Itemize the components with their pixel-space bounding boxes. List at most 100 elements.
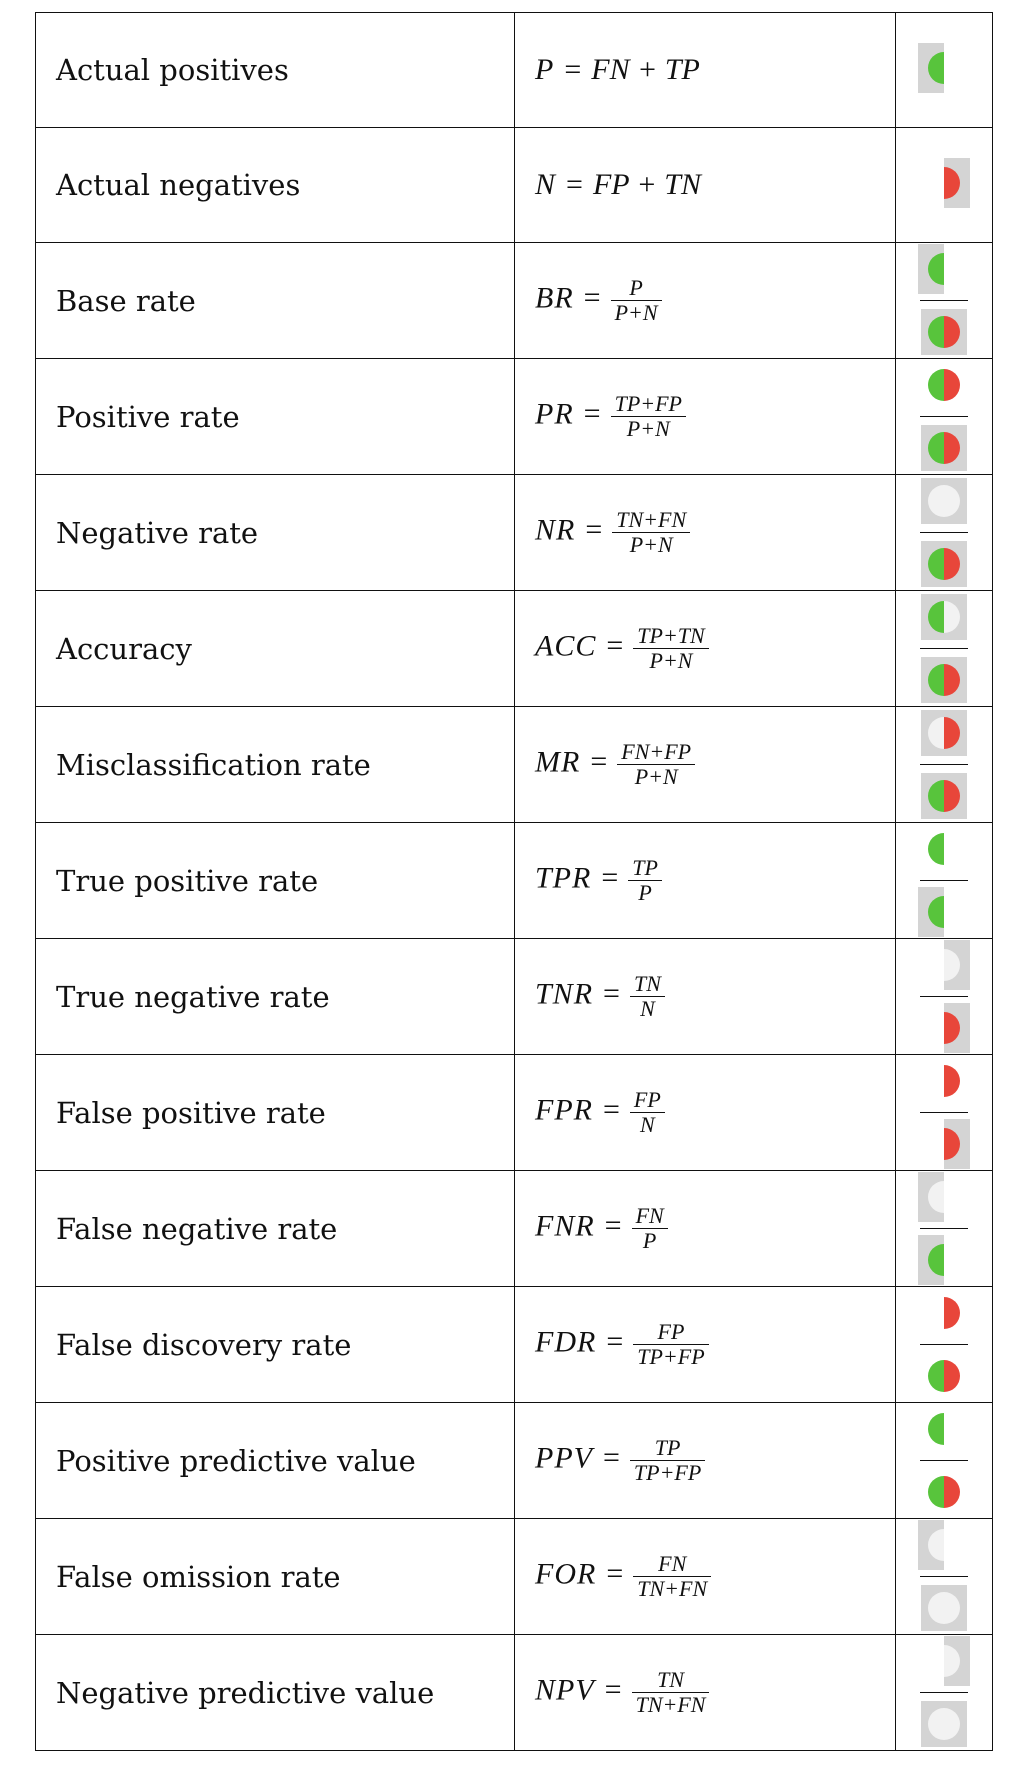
visual-fraction	[918, 359, 970, 474]
formula-fraction: FP N	[629, 1089, 665, 1136]
formula-lhs: PPV	[535, 1441, 593, 1475]
table-row: Positive predictive value PPV = TP TP+FP	[35, 1402, 993, 1519]
fp-half	[944, 664, 960, 696]
formula-fraction: TP+TN P+N	[633, 625, 709, 672]
formula-numerator: TP	[628, 857, 662, 881]
denominator-icon	[921, 425, 967, 471]
metric-visual	[895, 822, 993, 939]
numerator-icon	[921, 710, 967, 756]
visual-fraction	[918, 243, 970, 358]
fp-half	[944, 316, 960, 348]
equals-sign: =	[602, 1441, 620, 1475]
visual-fraction	[918, 1519, 970, 1634]
metric-visual	[895, 1518, 993, 1635]
metric-formula: FPR = FP N	[514, 1054, 896, 1171]
table-row: True negative rate TNR = TN N	[35, 938, 993, 1055]
visual-fraction	[918, 591, 970, 706]
denominator-icon	[928, 1476, 960, 1508]
equals-sign: =	[604, 1673, 622, 1707]
fraction-bar	[920, 1344, 968, 1345]
metric-visual	[895, 590, 993, 707]
formula-numerator: TN	[629, 973, 665, 997]
formula-lhs: TNR	[535, 977, 594, 1011]
metrics-table-body: Actual positives P = FN + TP Actual negative…	[35, 12, 993, 1751]
metric-visual	[895, 242, 993, 359]
fraction-bar	[920, 300, 968, 301]
metric-name: Negative rate	[35, 474, 515, 591]
equals-sign: =	[606, 1557, 624, 1591]
fraction-bar	[920, 532, 968, 533]
visual-fraction	[918, 823, 970, 938]
metric-name: False positive rate	[35, 1054, 515, 1171]
fp-half	[944, 548, 960, 580]
fraction-bar	[920, 1112, 968, 1113]
formula-lhs: TPR	[535, 861, 592, 895]
denominator-icon	[921, 773, 967, 819]
fp-half	[944, 1297, 960, 1329]
fraction-bar	[920, 880, 968, 881]
table-row: True positive rate TPR = TP P	[35, 822, 993, 939]
denominator-icon	[921, 309, 967, 355]
denominator-icon	[918, 887, 944, 937]
metric-formula: PR = TP+FP P+N	[514, 358, 896, 475]
formula-lhs: BR	[535, 281, 574, 315]
tp-half	[928, 1360, 944, 1392]
fn-half	[928, 1529, 944, 1561]
formula-numerator: TP	[629, 1437, 706, 1461]
visual-fraction	[918, 1635, 970, 1750]
formula-denominator: N	[640, 996, 655, 1021]
equals-sign: =	[602, 1093, 620, 1127]
formula-lhs: ACC	[535, 629, 597, 663]
formula-numerator: FP	[629, 1089, 665, 1113]
visual-fraction	[918, 707, 970, 822]
metric-formula: N = FP + TN	[514, 127, 896, 243]
numerator-icon	[944, 940, 970, 990]
numerator-icon	[921, 594, 967, 640]
metric-formula: TPR = TP P	[514, 822, 896, 939]
tp-half	[928, 601, 944, 633]
metric-name: False omission rate	[35, 1518, 515, 1635]
fn-half	[928, 1181, 944, 1213]
denominator-icon	[921, 541, 967, 587]
fraction-bar	[920, 1692, 968, 1693]
tp-half	[928, 369, 944, 401]
fp-half	[944, 432, 960, 464]
numerator-icon	[944, 158, 970, 208]
metric-visual	[895, 1054, 993, 1171]
denominator-icon	[928, 1360, 960, 1392]
fraction-bar	[920, 648, 968, 649]
formula-fraction: FN+FP P+N	[617, 741, 696, 788]
denominator-icon	[944, 1119, 970, 1169]
fraction-bar	[920, 416, 968, 417]
visual-fraction	[918, 1403, 970, 1518]
tp-half	[928, 1413, 944, 1445]
formula-numerator: FP	[633, 1321, 709, 1345]
formula-lhs: PR	[535, 397, 574, 431]
table-row: Positive rate PR = TP+FP P+N	[35, 358, 993, 475]
visual-fraction	[918, 1055, 970, 1170]
metric-visual	[895, 1634, 993, 1751]
fraction-bar	[920, 996, 968, 997]
fp-half	[944, 1065, 960, 1097]
metric-visual	[895, 12, 993, 128]
numerator-icon	[944, 1636, 970, 1686]
table-row: Actual positives P = FN + TP	[35, 12, 993, 128]
metric-name: True positive rate	[35, 822, 515, 939]
table-row: Actual negatives N = FP + TN	[35, 127, 993, 243]
formula-denominator: TP+FP	[637, 1344, 705, 1369]
metric-name: Positive predictive value	[35, 1402, 515, 1519]
tn-half	[944, 601, 960, 633]
fn-half	[928, 717, 944, 749]
tn-half	[944, 1708, 960, 1740]
fn-half	[928, 1708, 944, 1740]
metric-visual	[895, 938, 993, 1055]
denominator-icon	[918, 1235, 944, 1285]
tp-half	[928, 253, 944, 285]
tp-half	[928, 1476, 944, 1508]
formula-numerator: FN	[631, 1205, 668, 1229]
denominator-icon	[921, 657, 967, 703]
metric-formula: PPV = TP TP+FP	[514, 1402, 896, 1519]
fraction-bar	[920, 1228, 968, 1229]
formula-fraction: FP TP+FP	[633, 1321, 709, 1369]
formula-fraction: FN P	[631, 1205, 668, 1252]
